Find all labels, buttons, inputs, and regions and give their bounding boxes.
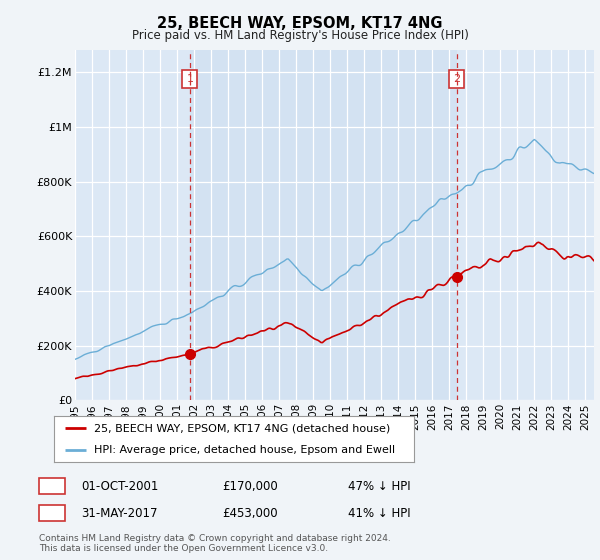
Text: 1: 1	[187, 74, 193, 84]
Bar	[190, 50, 457, 400]
Text: 01-OCT-2001: 01-OCT-2001	[81, 480, 158, 493]
Text: 25, BEECH WAY, EPSOM, KT17 4NG (detached house): 25, BEECH WAY, EPSOM, KT17 4NG (detached…	[94, 423, 390, 433]
Text: £453,000: £453,000	[222, 507, 278, 520]
Text: £170,000: £170,000	[222, 480, 278, 493]
Text: Price paid vs. HM Land Registry's House Price Index (HPI): Price paid vs. HM Land Registry's House …	[131, 29, 469, 42]
Text: Contains HM Land Registry data © Crown copyright and database right 2024.
This d: Contains HM Land Registry data © Crown c…	[39, 534, 391, 553]
Text: 41% ↓ HPI: 41% ↓ HPI	[348, 507, 410, 520]
Text: 31-MAY-2017: 31-MAY-2017	[81, 507, 157, 520]
Text: HPI: Average price, detached house, Epsom and Ewell: HPI: Average price, detached house, Epso…	[94, 445, 395, 455]
Text: 25, BEECH WAY, EPSOM, KT17 4NG: 25, BEECH WAY, EPSOM, KT17 4NG	[157, 16, 443, 31]
Text: 2: 2	[453, 74, 460, 84]
Text: 1: 1	[49, 482, 56, 492]
Text: 47% ↓ HPI: 47% ↓ HPI	[348, 480, 410, 493]
Text: 2: 2	[49, 508, 56, 519]
